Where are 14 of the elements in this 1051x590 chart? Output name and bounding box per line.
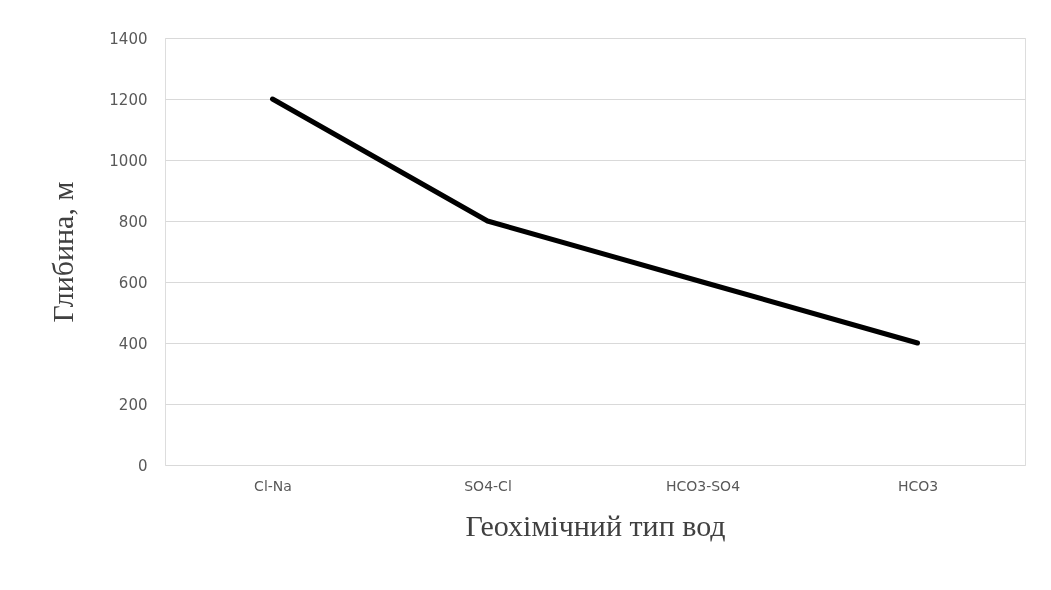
y-axis-title: Глибина, м [46,181,80,323]
y-tick-label: 0 [137,456,148,475]
x-tick-label: HCO3-SO4 [665,477,741,494]
x-axis-title: Геохімічний тип вод [465,508,726,542]
x-tick-label: SO4-Cl [464,477,512,494]
y-tick-label: 1000 [109,151,148,170]
y-tick-label: 800 [118,212,148,231]
y-tick-label: 600 [118,273,148,292]
y-tick-label: 200 [118,395,148,414]
x-tick-label: HCO3 [897,477,939,494]
y-tick-label: 1200 [109,90,148,109]
y-tick-label: 1400 [109,29,148,48]
x-tick-label: Cl-Na [254,477,292,494]
y-tick-label: 400 [118,334,148,353]
